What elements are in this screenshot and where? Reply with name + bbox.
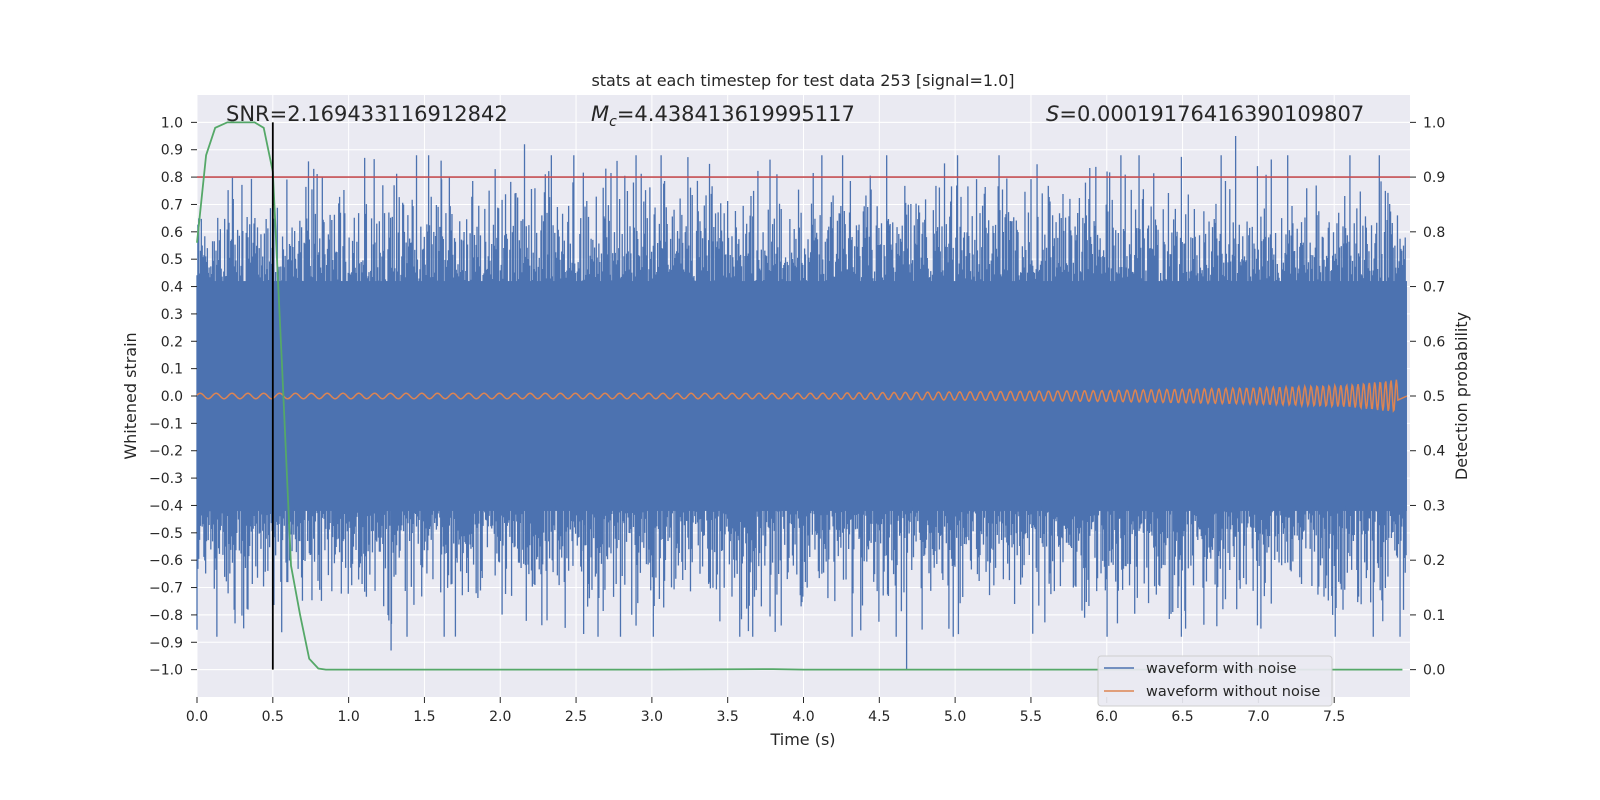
- legend-box: [1097, 655, 1333, 707]
- y-tick-label: 0.1: [161, 362, 183, 378]
- x-tick-label: 4.5: [868, 709, 890, 725]
- detection-probability-line: [196, 121, 1403, 671]
- s-annotation: S=0.00019176416390109807: [1046, 102, 1364, 126]
- y-tick-label: 0.9: [161, 143, 183, 159]
- chirp-mass-annotation: Mc=4.438413619995117: [591, 102, 855, 130]
- y-tick-label: −0.8: [149, 608, 183, 624]
- x-tick-label: 4.0: [792, 709, 814, 725]
- chart-title: stats at each timestep for test data 253…: [591, 71, 1014, 90]
- y2-tick-label: 0.6: [1423, 334, 1445, 350]
- y-tick-label: 0.3: [161, 307, 183, 323]
- s-value: =0.00019176416390109807: [1059, 102, 1364, 126]
- y2-axis-label: Detection probability: [1452, 312, 1471, 480]
- x-tick-label: 3.5: [717, 709, 739, 725]
- y-tick-label: −0.3: [149, 471, 183, 487]
- axes: 0.0 0.5 1.0 1.5 2.0 2.5 3.0 3.5 4.0 4.5 5.0 5.5 6.0 6…: [149, 115, 1445, 725]
- y-axis-label: Whitened strain: [121, 332, 140, 459]
- y-tick-label: 0.7: [161, 197, 183, 213]
- x-tick-label: 0.5: [262, 709, 284, 725]
- y2-tick-label: 0.2: [1423, 553, 1445, 569]
- y-tick-label: −1.0: [149, 663, 183, 679]
- y2-tick-label: 0.1: [1423, 608, 1445, 624]
- s-symbol: S: [1046, 102, 1059, 126]
- y-tick-label: −0.6: [149, 553, 183, 569]
- x-axis-label: Time (s): [769, 730, 835, 749]
- y2-tick-label: 0.7: [1423, 280, 1445, 296]
- x-tick-label: 7.0: [1247, 709, 1269, 725]
- legend-label-clean: waveform without noise: [1146, 684, 1320, 700]
- y-tick-label: −0.4: [149, 498, 183, 514]
- y2-tick-label: 0.5: [1423, 389, 1445, 405]
- y-tick-label: 0.0: [161, 389, 183, 405]
- y-tick-label: 0.8: [161, 170, 183, 186]
- x-tick-label: 6.0: [1096, 709, 1118, 725]
- y-tick-label: 1.0: [161, 115, 183, 131]
- x-tick-label: 5.0: [944, 709, 966, 725]
- waveform-without-noise-series: [196, 379, 1408, 413]
- y-tick-label: 0.6: [161, 225, 183, 241]
- x-tick-label: 7.5: [1323, 709, 1345, 725]
- legend-label-noise: waveform with noise: [1146, 661, 1297, 677]
- y-tick-label: −0.7: [149, 581, 183, 597]
- noise-waveform-line: [196, 136, 1407, 670]
- clean-waveform-line: [196, 379, 1408, 413]
- chirp-mass-symbol: M: [591, 102, 609, 126]
- legend: waveform with noise waveform without noi…: [1097, 655, 1333, 707]
- x-tick-label: 0.0: [186, 709, 208, 725]
- y-tick-label: −0.2: [149, 444, 183, 460]
- waveform-with-noise-series: [196, 136, 1407, 670]
- snr-annotation: SNR=2.169433116912842: [226, 102, 508, 126]
- x-tick-label: 6.5: [1171, 709, 1193, 725]
- x-tick-label: 1.0: [337, 709, 359, 725]
- chirp-mass-value: =4.438413619995117: [617, 102, 855, 126]
- x-tick-label: 5.5: [1020, 709, 1042, 725]
- y-tick-label: −0.5: [149, 526, 183, 542]
- y2-tick-label: 0.0: [1423, 663, 1445, 679]
- x-tick-label: 2.5: [565, 709, 587, 725]
- y-tick-label: 0.5: [161, 252, 183, 268]
- y2-tick-label: 0.3: [1423, 498, 1445, 514]
- y2-tick-label: 0.9: [1423, 170, 1445, 186]
- y-tick-label: 0.2: [161, 334, 183, 350]
- chirp-mass-subscript: c: [609, 114, 617, 130]
- x-tick-label: 1.5: [413, 709, 435, 725]
- y-tick-label: −0.9: [149, 635, 183, 651]
- y-tick-label: 0.4: [161, 280, 183, 296]
- y-tick-label: −0.1: [149, 416, 183, 432]
- y2-tick-label: 0.4: [1423, 444, 1445, 460]
- x-tick-label: 3.0: [641, 709, 663, 725]
- detection-probability-series: [196, 121, 1403, 671]
- y2-tick-label: 0.8: [1423, 225, 1445, 241]
- x-tick-label: 2.0: [489, 709, 511, 725]
- y2-tick-label: 1.0: [1423, 115, 1445, 131]
